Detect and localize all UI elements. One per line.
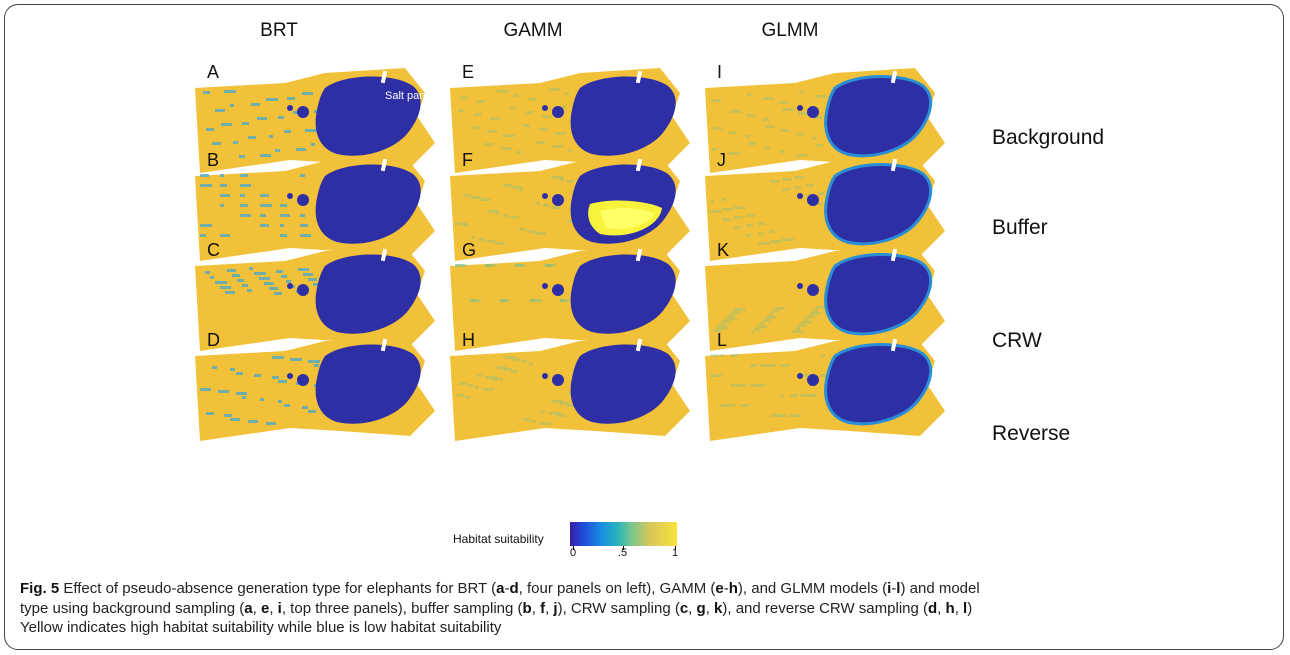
tick-label-1: 1: [672, 547, 679, 559]
map-panel-c: C: [195, 240, 435, 351]
map-panel-h: H: [450, 330, 690, 441]
panel-label: I: [717, 62, 723, 82]
caption-text: ), and GLMM models (: [737, 580, 888, 597]
caption-ref: i: [277, 599, 282, 617]
salt-pan-annotation: Salt pan: [385, 90, 426, 102]
figure-caption: Fig. 5 Effect of pseudo-absence generati…: [20, 580, 980, 636]
panel-label: H: [462, 330, 475, 350]
row-label-buffer: Buffer: [992, 216, 1048, 239]
map-panel-k: K: [705, 240, 945, 351]
caption-text: , top three panels), buffer sampling (: [281, 599, 523, 617]
map-panel-l: L: [705, 330, 945, 441]
panel-label: E: [462, 62, 475, 82]
row-label-reverse: Reverse: [992, 422, 1071, 445]
map-panel-j: J: [705, 150, 945, 261]
caption-ref: h: [945, 599, 955, 617]
caption-ref: l: [963, 599, 968, 617]
panel-label: F: [462, 150, 473, 170]
caption-ref: i: [887, 580, 892, 597]
caption-text: , four panels on left), GAMM (: [518, 580, 716, 597]
tick-label-half: .5: [618, 547, 628, 559]
panel-label: J: [717, 150, 726, 170]
map-panel-f: F: [450, 150, 690, 261]
column-header-gamm: GAMM: [503, 20, 563, 41]
panel-label: G: [462, 240, 477, 260]
tick-label-0: 0: [570, 547, 577, 559]
row-label-crw: CRW: [992, 329, 1042, 352]
caption-ref: g: [696, 599, 706, 617]
caption-text: ), and reverse CRW sampling (: [722, 599, 928, 617]
caption-ref: b: [522, 599, 532, 617]
caption-ref: h: [728, 580, 738, 597]
caption-fig-number: Fig. 5: [20, 580, 60, 597]
map-panel-a: A Salt pan: [195, 62, 435, 173]
panel-label: K: [717, 240, 730, 260]
caption-ref: a: [244, 599, 253, 617]
column-header-brt: BRT: [260, 20, 298, 41]
caption-ref: k: [714, 599, 723, 617]
caption-ref: a: [496, 580, 505, 597]
caption-text: Effect of pseudo-absence generation type…: [59, 580, 497, 597]
tick-mark-half: [623, 546, 624, 550]
caption-ref: l: [896, 580, 901, 597]
map-panel-i: I: [705, 62, 945, 173]
map-panel-b: B: [195, 150, 435, 261]
column-header-glmm: GLMM: [761, 20, 819, 41]
panel-label: B: [207, 150, 220, 170]
tick-mark-0: [573, 546, 574, 550]
legend-title: Habitat suitability: [453, 532, 544, 546]
caption-ref: f: [540, 599, 546, 617]
panel-label: A: [207, 62, 220, 82]
caption-ref: d: [928, 599, 938, 617]
map-panel-d: D: [195, 330, 435, 441]
caption-ref: e: [260, 599, 270, 617]
row-label-background: Background: [992, 126, 1105, 149]
figure-frame: [4, 4, 1284, 650]
panel-label: L: [717, 330, 728, 350]
caption-ref: j: [553, 599, 558, 617]
caption-text: ) and model: [900, 580, 980, 597]
caption-text: type using background sampling (: [20, 599, 245, 617]
panel-label: C: [207, 240, 220, 260]
caption-text: Yellow indicates high habitat suitabilit…: [20, 619, 502, 636]
caption-ref: e: [715, 580, 724, 597]
map-panel-e: E: [450, 62, 690, 173]
colorbar: [570, 522, 677, 546]
caption-ref: c: [679, 599, 689, 617]
map-panel-g: G: [450, 240, 690, 351]
tick-mark-1: [675, 546, 676, 550]
panel-label: D: [207, 330, 220, 350]
caption-text: ), CRW sampling (: [557, 599, 680, 617]
caption-ref: d: [509, 580, 519, 597]
